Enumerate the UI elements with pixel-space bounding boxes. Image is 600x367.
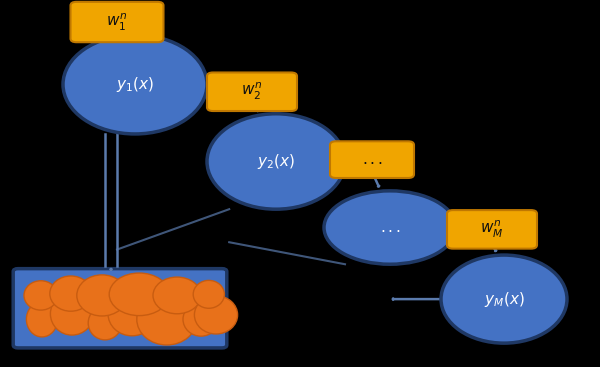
Text: $...$: $...$ — [380, 220, 400, 235]
Ellipse shape — [207, 114, 345, 209]
Ellipse shape — [194, 296, 238, 334]
Ellipse shape — [24, 281, 58, 310]
Text: $w_2^n$: $w_2^n$ — [241, 81, 263, 102]
Ellipse shape — [26, 302, 58, 337]
Text: $y_2(x)$: $y_2(x)$ — [257, 152, 295, 171]
FancyBboxPatch shape — [207, 73, 297, 111]
Text: $y_1(x)$: $y_1(x)$ — [116, 75, 154, 94]
Ellipse shape — [50, 292, 94, 335]
Text: $y_M(x)$: $y_M(x)$ — [484, 290, 524, 309]
Ellipse shape — [88, 306, 122, 340]
Ellipse shape — [108, 292, 156, 336]
Text: $w_M^n$: $w_M^n$ — [481, 219, 503, 240]
Ellipse shape — [183, 302, 219, 336]
Text: $...$: $...$ — [362, 152, 382, 167]
Ellipse shape — [63, 35, 207, 134]
FancyBboxPatch shape — [447, 210, 537, 249]
Ellipse shape — [50, 276, 92, 311]
Ellipse shape — [109, 273, 169, 316]
FancyBboxPatch shape — [71, 2, 163, 42]
Ellipse shape — [441, 255, 567, 343]
Ellipse shape — [324, 191, 456, 264]
Ellipse shape — [153, 277, 201, 314]
FancyBboxPatch shape — [13, 269, 227, 348]
Ellipse shape — [77, 275, 127, 316]
FancyBboxPatch shape — [330, 141, 414, 178]
Ellipse shape — [137, 294, 197, 345]
Ellipse shape — [193, 280, 224, 308]
Text: $w_1^n$: $w_1^n$ — [106, 11, 128, 33]
